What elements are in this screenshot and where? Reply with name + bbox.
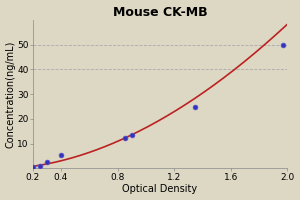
Title: Mouse CK-MB: Mouse CK-MB	[113, 6, 207, 19]
Point	[44, 161, 49, 164]
Point	[122, 136, 127, 139]
Point	[193, 105, 198, 108]
X-axis label: Optical Density: Optical Density	[122, 184, 197, 194]
Y-axis label: Concentration(ng/mL): Concentration(ng/mL)	[6, 40, 16, 148]
Point	[30, 166, 35, 169]
Point	[129, 133, 134, 137]
Point	[281, 43, 286, 46]
Point	[58, 153, 63, 156]
Point	[37, 164, 42, 167]
